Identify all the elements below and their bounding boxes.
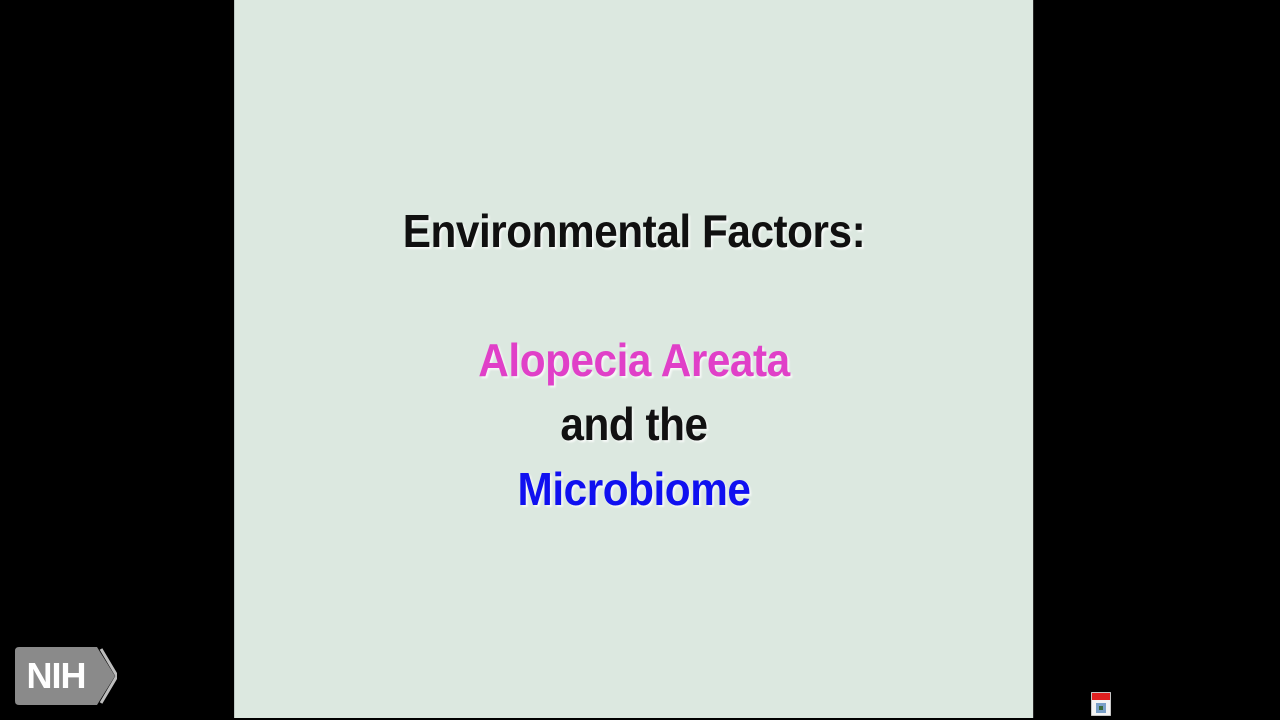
slide-line-alopecia: Alopecia Areata [478, 334, 790, 386]
presentation-slide: Environmental Factors: Alopecia Areata a… [234, 0, 1034, 718]
nih-chevron-logo-icon [15, 647, 117, 705]
nih-logo: NIH [15, 647, 117, 705]
app-tray-icon[interactable] [1090, 691, 1112, 717]
slide-line-microbiome: Microbiome [517, 463, 751, 515]
nih-logo-text: NIH [26, 655, 87, 696]
slide-title: Environmental Factors: [402, 205, 866, 257]
slide-line-and-the: and the [560, 398, 708, 450]
